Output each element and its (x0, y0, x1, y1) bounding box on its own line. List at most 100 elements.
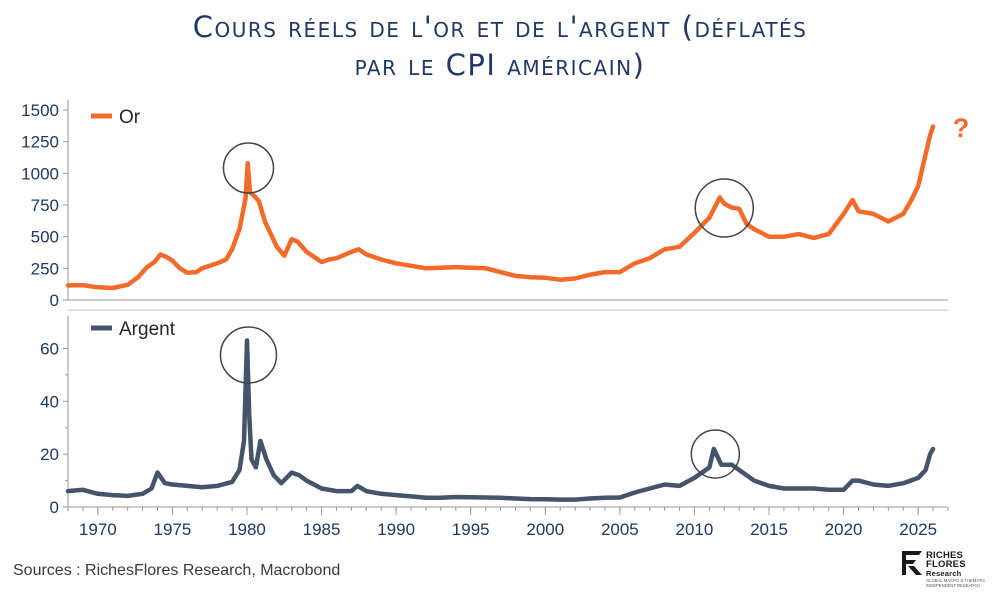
argent-y-tick-label: 0 (50, 498, 59, 517)
or-data-point (171, 259, 174, 262)
x-tick-label: 2010 (676, 520, 714, 539)
argent-data-point (248, 413, 251, 416)
argent-data-point (238, 468, 241, 472)
logo-wordmark: Riches Flores Research (926, 550, 966, 578)
argent-data-point (245, 339, 249, 342)
argent-data-point (96, 492, 100, 495)
argent-data-point (305, 479, 308, 482)
or-y-tick-label: 500 (31, 228, 59, 247)
or-data-point (409, 264, 413, 267)
or-y-tick-label: 1000 (21, 164, 59, 183)
or-data-point (529, 276, 532, 279)
or-data-point (902, 212, 905, 216)
or-data-point (738, 207, 741, 210)
or-series-line (65, 124, 936, 291)
argent-data-point (469, 496, 472, 499)
argent-data-point (730, 463, 733, 466)
x-tick-label: 1990 (377, 520, 415, 539)
argent-data-point (454, 495, 457, 499)
or-data-point (195, 270, 198, 274)
or-y-tick-label: 0 (50, 291, 59, 310)
or-data-point (320, 260, 323, 264)
or-data-point (136, 276, 140, 279)
argent-data-point (484, 496, 487, 499)
argent-data-point (424, 496, 428, 499)
or-data-point (928, 134, 932, 137)
or-data-point (357, 248, 360, 251)
argent-series-line (65, 338, 936, 502)
argent-data-point (928, 452, 932, 456)
logo-mark-icon (902, 551, 922, 575)
or-data-point (424, 267, 428, 270)
argent-data-point (216, 484, 219, 488)
x-tick-label: 2000 (526, 520, 564, 539)
or-data-point (66, 284, 70, 287)
argent-data-point (693, 476, 696, 480)
argent-data-point (618, 496, 622, 499)
or-data-point (812, 236, 815, 240)
argent-data-point (887, 484, 890, 488)
argent-data-point (298, 474, 301, 477)
argent-data-point (712, 447, 715, 451)
or-data-point (165, 255, 168, 259)
argent-data-point (409, 495, 413, 498)
argent-data-point (171, 483, 174, 486)
or-data-point (305, 250, 308, 254)
or-data-point (909, 200, 912, 203)
or-y-tick-label: 1500 (21, 101, 59, 120)
argent-data-point (797, 487, 800, 490)
or-data-point (499, 270, 502, 274)
argent-data-point (335, 489, 338, 493)
or-data-point (767, 235, 771, 238)
argent-data-point (924, 468, 927, 472)
or-data-point (439, 266, 443, 269)
or-data-point (290, 238, 293, 241)
argent-data-point (439, 496, 443, 499)
or-data-point (782, 235, 786, 238)
or-data-point (335, 257, 338, 260)
argent-data-point (902, 482, 905, 485)
or-data-point (723, 202, 726, 205)
or-y-tick-label: 250 (31, 259, 59, 278)
or-data-point (253, 194, 256, 198)
or-data-point (484, 267, 487, 270)
argent-data-point (851, 479, 854, 482)
or-data-point (514, 274, 517, 278)
or-data-point (573, 277, 577, 280)
or-data-point (81, 283, 85, 287)
question-annotation: ? (953, 113, 970, 143)
x-tick-label: 1970 (79, 520, 117, 539)
argent-data-point (708, 466, 711, 469)
or-data-point (693, 231, 696, 235)
argent-data-point (290, 471, 293, 474)
argent-data-point (588, 497, 592, 500)
argent-data-point (380, 492, 383, 495)
or-data-point (887, 220, 890, 223)
argent-data-point (499, 496, 502, 499)
argent-data-point (514, 497, 517, 500)
or-data-point (752, 227, 756, 231)
or-data-point (842, 212, 845, 216)
x-tick-label: 2020 (825, 520, 863, 539)
argent-data-point (111, 493, 114, 497)
argent-data-point (544, 498, 547, 501)
chart-title: Cours réels de l'or et de l'argent (défl… (0, 8, 1000, 84)
or-data-point (921, 165, 924, 169)
or-data-point (708, 216, 711, 219)
or-y-tick-label: 1250 (21, 133, 59, 152)
argent-data-point (365, 489, 368, 493)
argent-data-point (201, 486, 204, 489)
argent-data-point (720, 463, 723, 466)
or-highlight-circle (694, 178, 755, 238)
or-data-point (633, 262, 636, 265)
chart-title-line1: Cours réels de l'or et de l'argent (défl… (192, 10, 808, 44)
or-legend-label: Or (119, 107, 141, 128)
or-data-point (230, 248, 234, 251)
argent-y-tick-label: 40 (40, 392, 59, 411)
source-note: Sources : RichesFlores Research, Macrobo… (13, 562, 341, 579)
argent-data-point (603, 496, 607, 499)
argent-data-point (782, 487, 786, 490)
argent-data-point (141, 492, 144, 495)
argent-data-point (394, 493, 398, 497)
x-tick-label: 2025 (899, 520, 937, 539)
